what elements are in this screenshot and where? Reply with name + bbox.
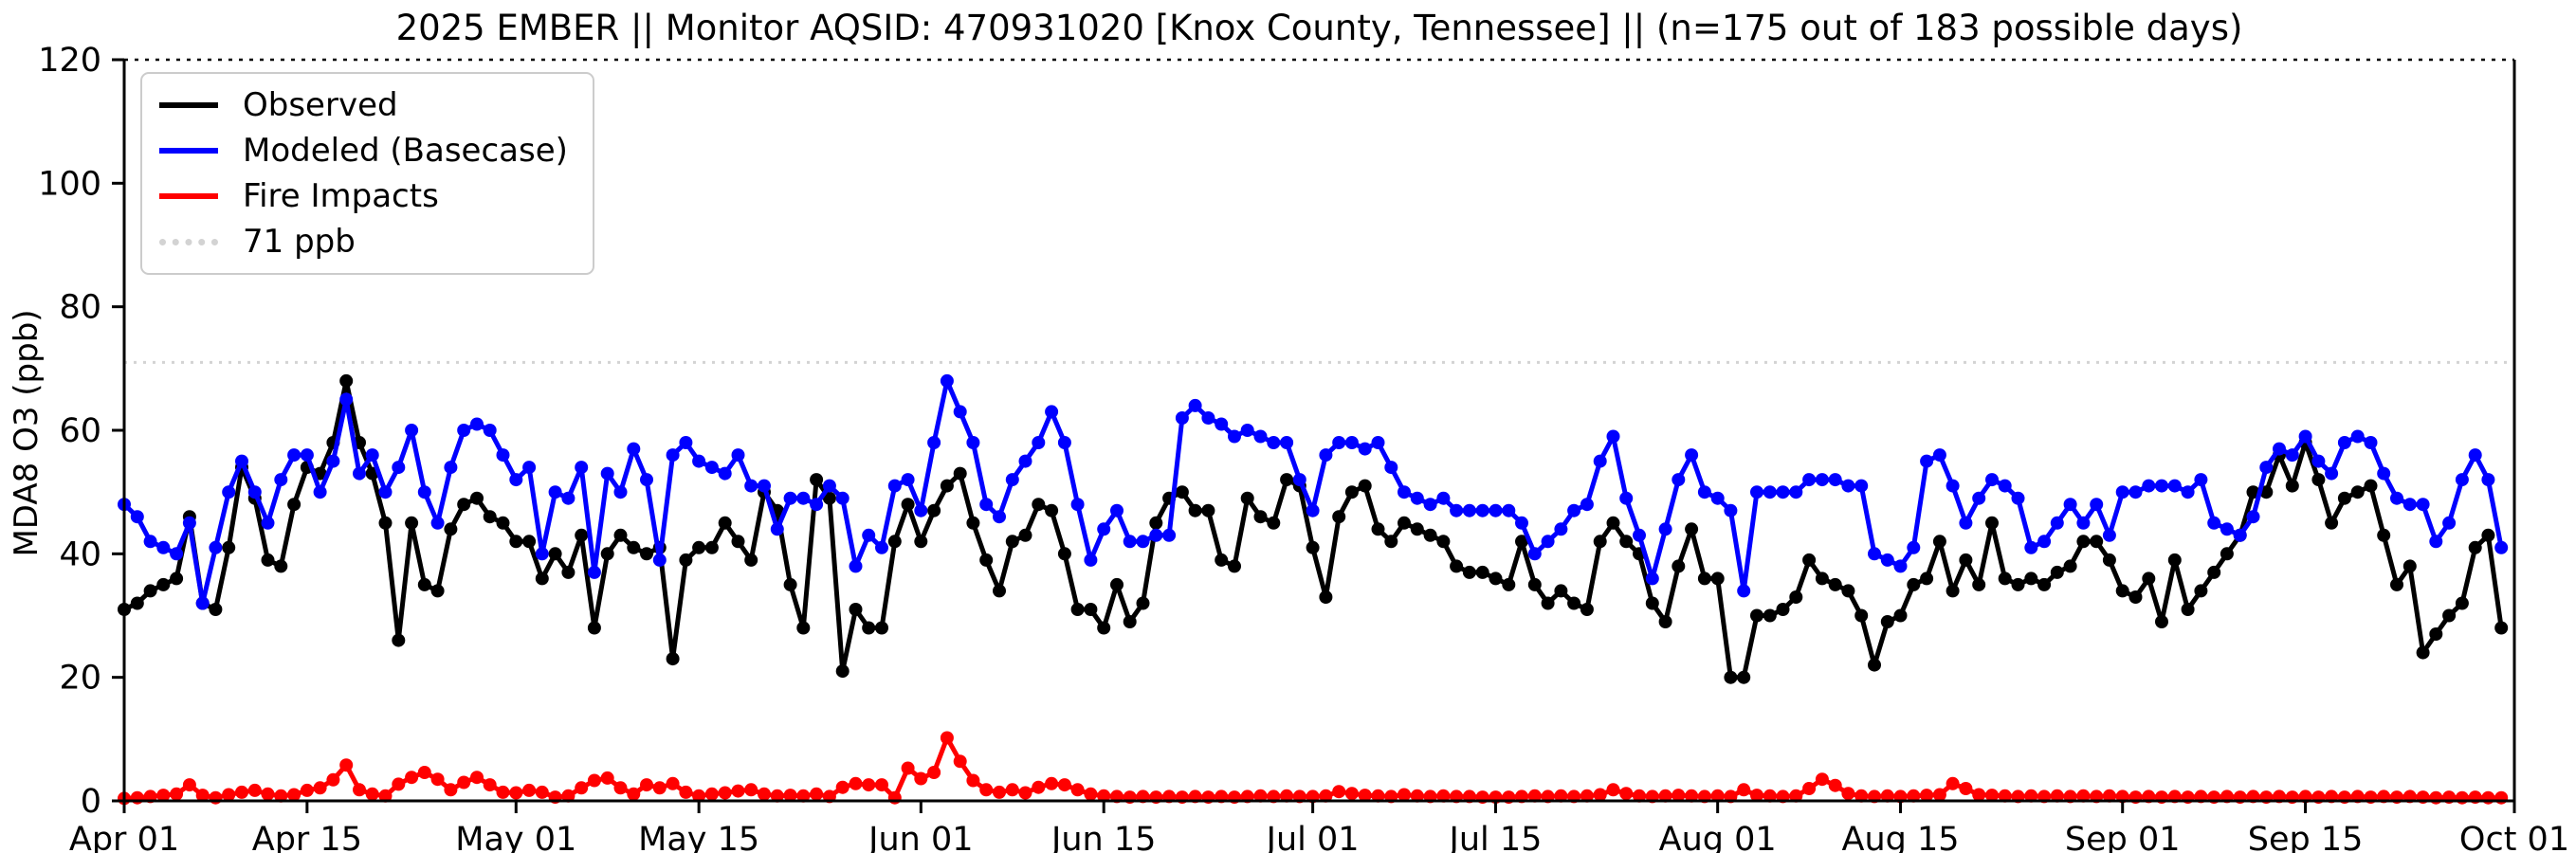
y-tick-label: 40 (59, 535, 101, 573)
legend-item-refline: 71 ppb (159, 222, 568, 262)
y-tick-label: 100 (38, 165, 101, 203)
x-tick-label: Sep 01 (2065, 821, 2181, 853)
x-tick-label: Aug 15 (1842, 821, 1960, 853)
y-tick-label: 60 (59, 412, 101, 450)
x-tick-label: Apr 01 (69, 821, 179, 853)
series-modeled-basecase- (118, 373, 2509, 610)
x-tick-label: May 01 (455, 821, 576, 853)
y-tick-label: 20 (59, 660, 101, 698)
legend-item-fire: Fire Impacts (159, 176, 568, 216)
modeled-line-swatch (159, 148, 218, 154)
legend-label-refline: 71 ppb (243, 223, 356, 261)
legend-label-fire: Fire Impacts (243, 177, 439, 215)
observed-line-swatch (159, 102, 218, 108)
x-tick-label: Sep 15 (2248, 821, 2364, 853)
legend-item-modeled: Modeled (Basecase) (159, 131, 568, 171)
x-tick-label: Jul 15 (1448, 821, 1543, 853)
x-tick-label: Jun 15 (1050, 821, 1156, 853)
y-tick-label: 0 (81, 783, 101, 821)
y-tick-label: 120 (38, 42, 101, 80)
x-tick-label: Jul 01 (1265, 821, 1360, 853)
legend-label-modeled: Modeled (Basecase) (243, 132, 568, 170)
y-tick-label: 80 (59, 289, 101, 327)
legend-label-observed: Observed (243, 86, 398, 124)
legend: Observed Modeled (Basecase) Fire Impacts… (140, 72, 594, 275)
x-tick-label: Jun 01 (867, 821, 973, 853)
legend-item-observed: Observed (159, 85, 568, 125)
chart-title: 2025 EMBER || Monitor AQSID: 470931020 [… (395, 8, 2243, 48)
x-tick-label: Oct 01 (2459, 821, 2569, 853)
x-tick-label: May 15 (638, 821, 759, 853)
series-fire-impacts (118, 731, 2509, 806)
x-tick-label: Apr 15 (252, 821, 362, 853)
fire-line-swatch (159, 193, 218, 199)
series-observed (118, 373, 2509, 684)
x-tick-label: Aug 01 (1659, 821, 1777, 853)
refline-swatch (159, 238, 218, 245)
